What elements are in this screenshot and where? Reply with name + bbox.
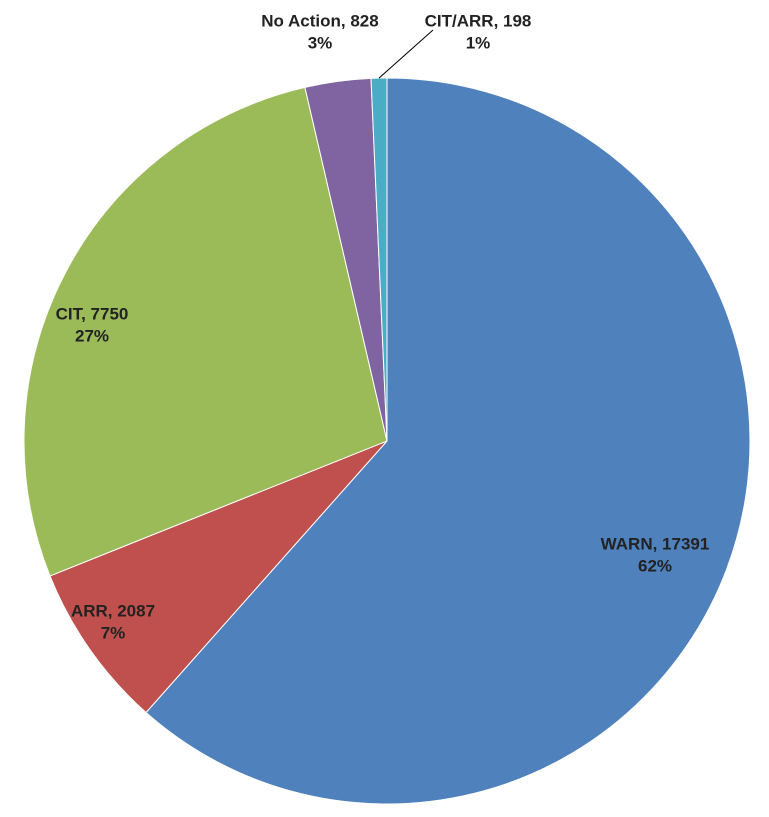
- slice-label: WARN, 17391: [601, 534, 710, 553]
- leader-line: [378, 29, 434, 79]
- slice-label: CIT, 7750: [56, 304, 129, 323]
- slice-label: No Action, 828: [261, 11, 378, 30]
- slice-percent: 3%: [308, 33, 333, 52]
- slice-label: ARR, 2087: [71, 601, 155, 620]
- slice-percent: 7%: [101, 623, 126, 642]
- slice-percent: 62%: [638, 556, 672, 575]
- pie-slice: [49, 440, 388, 714]
- slice-percent: 1%: [466, 33, 491, 52]
- slice-label: CIT/ARR, 198: [425, 11, 532, 30]
- pie-slice: [23, 86, 388, 577]
- pie-slice: [145, 77, 751, 805]
- slice-percent: 27%: [75, 326, 109, 345]
